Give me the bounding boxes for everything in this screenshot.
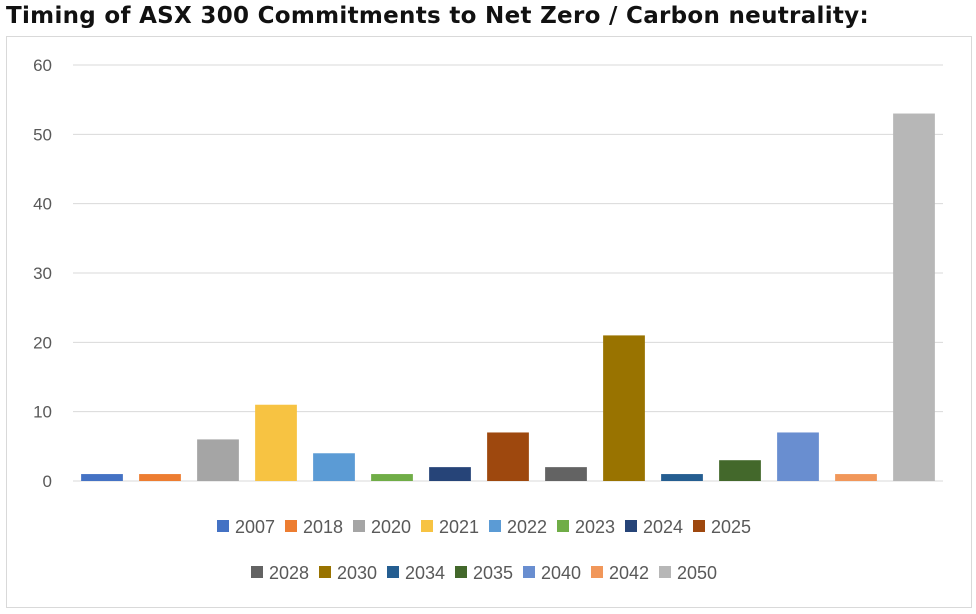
legend-label: 2028 xyxy=(269,563,309,583)
bar-2035 xyxy=(719,460,761,481)
legend-label: 2024 xyxy=(643,517,683,537)
legend-item: 2028 xyxy=(251,563,309,583)
legend-label: 2030 xyxy=(337,563,377,583)
y-tick-label: 30 xyxy=(33,264,52,283)
y-tick-label: 10 xyxy=(33,403,52,422)
legend-label: 2021 xyxy=(439,517,479,537)
legend-item: 2007 xyxy=(217,517,275,537)
bar-2018 xyxy=(139,474,181,481)
legend-item: 2022 xyxy=(489,517,547,537)
y-tick-label: 20 xyxy=(33,333,52,352)
legend-label: 2020 xyxy=(371,517,411,537)
legend-swatch xyxy=(353,520,365,532)
legend-swatch xyxy=(319,566,331,578)
chart-title: Timing of ASX 300 Commitments to Net Zer… xyxy=(6,3,869,29)
legend-item: 2024 xyxy=(625,517,683,537)
bar-2023 xyxy=(371,474,413,481)
legend-label: 2035 xyxy=(473,563,513,583)
legend-swatch xyxy=(659,566,671,578)
legend-label: 2040 xyxy=(541,563,581,583)
legend-item: 2035 xyxy=(455,563,513,583)
legend-label: 2023 xyxy=(575,517,615,537)
bar-2040 xyxy=(777,432,819,481)
bar-2034 xyxy=(661,474,703,481)
y-tick-label: 50 xyxy=(33,125,52,144)
y-tick-label: 40 xyxy=(33,195,52,214)
legend-swatch xyxy=(455,566,467,578)
bar-2025 xyxy=(487,432,529,481)
legend-swatch xyxy=(625,520,637,532)
legend-swatch xyxy=(387,566,399,578)
bar-2042 xyxy=(835,474,877,481)
legend-label: 2042 xyxy=(609,563,649,583)
legend-label: 2022 xyxy=(507,517,547,537)
legend-label: 2007 xyxy=(235,517,275,537)
legend-item: 2030 xyxy=(319,563,377,583)
legend-swatch xyxy=(693,520,705,532)
bar-2050 xyxy=(893,113,935,482)
bar-2030 xyxy=(603,335,645,481)
legend-swatch xyxy=(557,520,569,532)
legend-swatch xyxy=(523,566,535,578)
legend-item: 2020 xyxy=(353,517,411,537)
chart-area: 0 10 20 30 40 50 60 2007 2018 2020 2021 2022 2023 202… xyxy=(6,36,972,608)
legend-label: 2050 xyxy=(677,563,717,583)
legend-label: 2034 xyxy=(405,563,445,583)
legend-item: 2023 xyxy=(557,517,615,537)
legend-swatch xyxy=(251,566,263,578)
legend-swatch xyxy=(217,520,229,532)
legend-swatch xyxy=(421,520,433,532)
legend-item: 2025 xyxy=(693,517,751,537)
legend-item: 2050 xyxy=(659,563,717,583)
bar-2022 xyxy=(313,453,355,481)
bar-2020 xyxy=(197,439,239,481)
bar-2021 xyxy=(255,404,297,481)
legend-item: 2040 xyxy=(523,563,581,583)
y-tick-label: 60 xyxy=(33,56,52,75)
legend-item: 2018 xyxy=(285,517,343,537)
legend-item: 2021 xyxy=(421,517,479,537)
legend-swatch xyxy=(591,566,603,578)
bar-2007 xyxy=(81,474,123,481)
legend-item: 2042 xyxy=(591,563,649,583)
bar-2028 xyxy=(545,467,587,481)
legend-label: 2018 xyxy=(303,517,343,537)
bar-2024 xyxy=(429,467,471,481)
legend-swatch xyxy=(285,520,297,532)
legend-swatch xyxy=(489,520,501,532)
legend-label: 2025 xyxy=(711,517,751,537)
y-tick-label: 0 xyxy=(43,472,52,491)
legend-item: 2034 xyxy=(387,563,445,583)
